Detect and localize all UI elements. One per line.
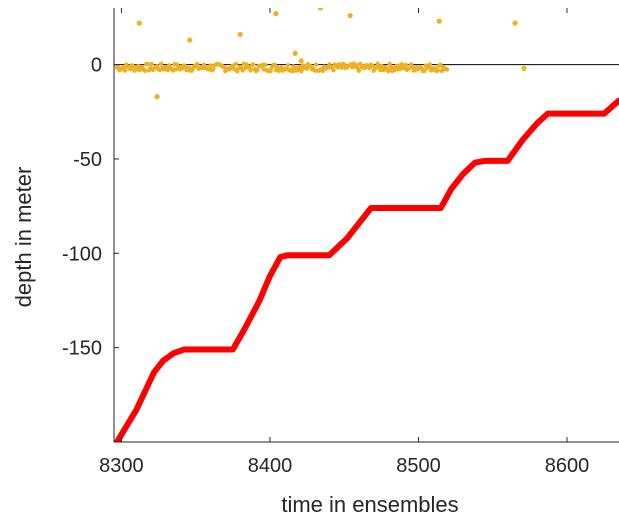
y-tick-label: -100 (62, 243, 102, 265)
scatter-band-point (427, 62, 432, 67)
scatter-point (292, 50, 298, 56)
scatter-band-point (410, 64, 415, 70)
scatter-band-point (211, 66, 216, 72)
scatter-band-point (304, 66, 309, 71)
scatter-band-point (182, 64, 188, 69)
x-axis-label: time in ensembles (281, 492, 458, 517)
scatter-point (512, 20, 518, 26)
scatter-band-point (403, 62, 408, 68)
y-tick-label: -150 (62, 338, 102, 360)
scatter-band-point (208, 63, 213, 68)
scatter-band-point (379, 63, 384, 69)
scatter-point (347, 12, 353, 19)
scatter-band-point (387, 61, 392, 67)
scatter-point (521, 65, 527, 71)
scatter-point (298, 58, 304, 64)
x-tick-label: 8600 (545, 455, 590, 477)
scatter-band-point (331, 68, 336, 73)
depth-series-line (114, 97, 619, 442)
scatter-band-point (342, 62, 347, 67)
scatter-point (317, 8, 324, 11)
scatter-band-point (251, 62, 256, 67)
scatter-band-point (339, 65, 344, 70)
scatter-band-point (320, 68, 326, 74)
scatter-band-point (422, 68, 427, 73)
axes: 8300 8400 8500 8600 0 -50 -100 -150 (62, 8, 619, 477)
scatter-band-point (370, 63, 375, 68)
scatter-point (187, 37, 193, 43)
scatter-band-point (122, 68, 128, 73)
scatter-band-point (268, 68, 273, 74)
scatter-band-point (233, 61, 239, 67)
scatter-band-point (240, 68, 245, 73)
scatter-band-point (248, 68, 253, 73)
data-layer (114, 8, 619, 442)
scatter-band-point (356, 68, 362, 73)
scatter-band-point (145, 61, 150, 67)
scatter-band-point (386, 68, 391, 74)
scatter-point (154, 94, 160, 100)
scatter-band-point (313, 62, 319, 67)
y-tick-label: 0 (91, 55, 102, 77)
scatter-point (273, 11, 279, 17)
scatter-point (436, 18, 442, 24)
x-tick-label: 8500 (396, 455, 441, 477)
x-tick-label: 8300 (99, 455, 144, 477)
y-tick-label: -50 (73, 149, 102, 171)
scatter-band-point (285, 63, 291, 68)
scatter-band-point (255, 67, 260, 73)
scatter-band-point (128, 66, 133, 72)
scatter-band-point (263, 62, 268, 68)
scatter-point (237, 31, 243, 38)
scatter-band-point (444, 67, 450, 72)
scatter-band-point (158, 61, 164, 66)
scatter-band-point (435, 68, 440, 73)
scatter-band-point (194, 61, 200, 67)
plot-area (114, 8, 619, 442)
scatter-point (136, 20, 142, 26)
scatter-band-point (142, 68, 148, 74)
x-tick-label: 8400 (248, 455, 293, 477)
y-axis-label: depth in meter (11, 167, 36, 308)
scatter-band-point (149, 61, 154, 67)
scatter-band-point (299, 68, 304, 74)
